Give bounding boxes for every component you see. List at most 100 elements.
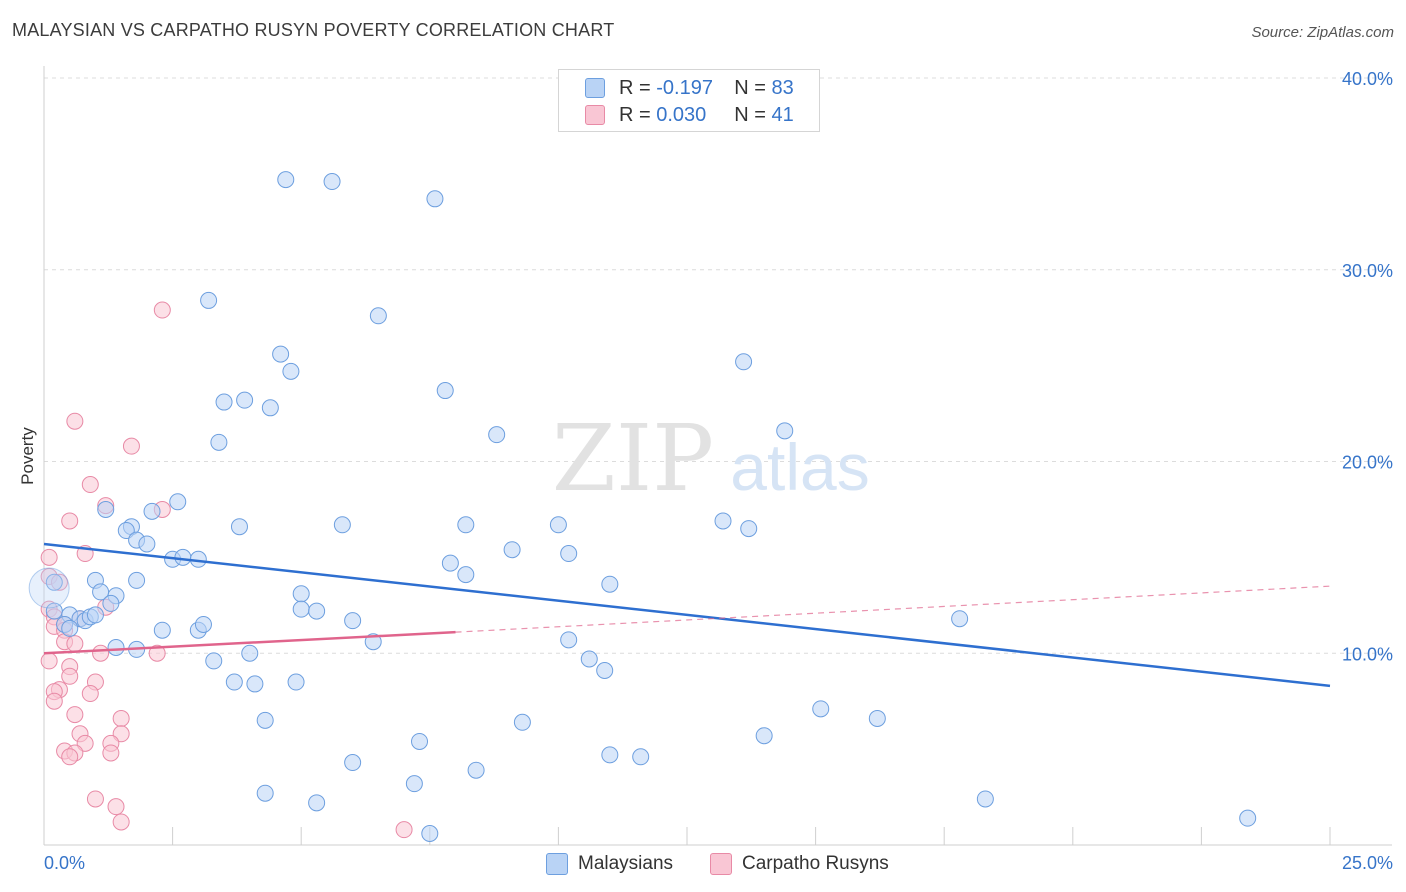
malaysians-point — [210, 433, 228, 451]
malaysians-point — [45, 573, 63, 591]
malaysians-point — [344, 754, 362, 772]
malaysians-point — [169, 493, 187, 511]
rusyns-point — [395, 821, 413, 839]
rusyns-point — [40, 548, 58, 566]
y-tick-label: 30.0% — [1342, 261, 1393, 281]
malaysians-point — [97, 500, 115, 518]
malaysians-point — [596, 662, 614, 680]
malaysians-point — [632, 748, 650, 766]
malaysians-point — [580, 650, 598, 668]
malaysians-point — [236, 391, 254, 409]
malaysians-point — [256, 711, 274, 729]
malaysians-point — [92, 583, 110, 601]
rusyns-point — [102, 744, 120, 762]
rusyns-point — [40, 652, 58, 670]
correlation-legend: R = -0.197 N = 83 R = 0.030 N = 41 — [558, 69, 820, 132]
malaysians-point — [138, 535, 156, 553]
malaysians-point — [560, 631, 578, 649]
malaysians-trend-line — [43, 542, 1331, 688]
chart-title: MALAYSIAN VS CARPATHO RUSYN POVERTY CORR… — [12, 20, 615, 40]
malaysians-point — [225, 673, 243, 691]
malaysians-point — [976, 790, 994, 808]
malaysians-point — [86, 606, 104, 624]
malaysians-point — [441, 554, 459, 572]
malaysians-point — [369, 307, 387, 325]
y-tick-label: 10.0% — [1342, 644, 1393, 664]
bottom-legend-rusyns: Carpatho Rusyns — [710, 852, 889, 876]
watermark-atlas: atlas — [730, 430, 869, 504]
malaysians-point — [411, 732, 429, 750]
malaysians-point — [735, 353, 753, 371]
rusyns-point — [45, 692, 63, 710]
malaysians-point — [292, 585, 310, 603]
malaysians-point — [241, 644, 259, 662]
malaysians-point — [405, 775, 423, 793]
malaysians-point — [488, 426, 506, 444]
malaysians-point — [153, 621, 171, 639]
malaysians-point — [601, 575, 619, 593]
rusyns-point — [61, 748, 79, 766]
malaysians-point — [102, 594, 120, 612]
legend-r-value: 0.030 — [656, 103, 707, 126]
malaysians-point — [333, 516, 351, 534]
legend-n-value: 41 — [771, 103, 794, 126]
malaysians-point — [1239, 809, 1257, 827]
malaysians-point — [323, 173, 341, 191]
malaysians-swatch — [585, 78, 605, 98]
x-tick-label: 25.0% — [1342, 853, 1393, 873]
x-tick-label: 0.0% — [44, 853, 85, 873]
rusyns-point — [66, 412, 84, 430]
malaysians-point — [457, 566, 475, 584]
malaysians-point — [230, 518, 248, 536]
rusyns-swatch — [585, 105, 605, 125]
rusyns-trend-extension — [455, 585, 1331, 633]
rusyns-point — [107, 798, 125, 816]
legend-row-malaysians: R = -0.197 N = 83 — [585, 77, 794, 99]
malaysians-point — [436, 382, 454, 400]
rusyns-point — [112, 813, 130, 831]
malaysians-point — [28, 567, 70, 609]
malaysians-point — [261, 399, 279, 417]
bottom-legend-malaysians: Malaysians — [546, 852, 673, 876]
legend-n-label: N = — [734, 103, 766, 126]
rusyns-point — [66, 635, 84, 653]
legend-r-label: R = — [619, 103, 651, 126]
rusyns-point — [66, 706, 84, 724]
source-note: Source: ZipAtlas.com — [1251, 24, 1394, 41]
malaysians-point — [256, 784, 274, 802]
malaysians-point — [308, 794, 326, 812]
legend-row-rusyns: R = 0.030 N = 41 — [585, 104, 794, 126]
rusyns-point — [81, 476, 99, 494]
rusyns-point — [148, 644, 166, 662]
malaysians-point — [344, 612, 362, 630]
malaysians-point — [174, 548, 192, 566]
malaysians-point — [128, 571, 146, 589]
malaysians-point — [246, 675, 264, 693]
rusyns-point — [81, 685, 99, 703]
malaysians-point — [740, 520, 758, 538]
malaysians-point — [421, 824, 439, 842]
malaysians-point — [714, 512, 732, 530]
rusyns-point — [122, 437, 140, 455]
legend-r-value: -0.197 — [656, 76, 713, 99]
malaysians-point — [287, 673, 305, 691]
malaysians-swatch — [546, 853, 568, 875]
malaysians-point — [457, 516, 475, 534]
legend-r-label: R = — [619, 76, 651, 99]
y-tick-label: 20.0% — [1342, 453, 1393, 473]
legend-n-label: N = — [734, 76, 766, 99]
watermark-zip: ZIP — [552, 405, 714, 512]
legend-n-value: 83 — [771, 76, 794, 99]
malaysians-point — [282, 362, 300, 380]
malaysians-point — [560, 545, 578, 563]
malaysians-point — [277, 171, 295, 189]
malaysians-point — [292, 600, 310, 618]
malaysians-point — [272, 345, 290, 363]
malaysians-point — [601, 746, 619, 764]
malaysians-point — [812, 700, 830, 718]
malaysians-point — [143, 502, 161, 520]
malaysians-point — [215, 393, 233, 411]
malaysians-point — [61, 619, 79, 637]
malaysians-point — [549, 516, 567, 534]
